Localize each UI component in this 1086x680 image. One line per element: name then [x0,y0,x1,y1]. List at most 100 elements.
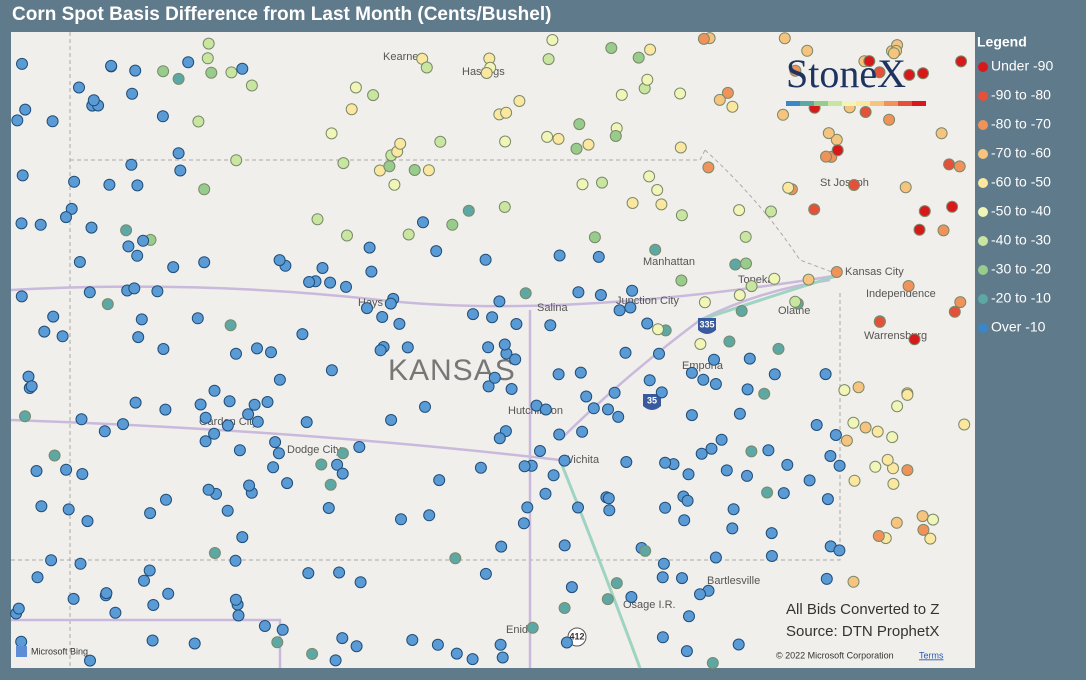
bid-point [829,429,842,441]
bid-point [572,286,585,299]
bid-point [198,256,211,269]
bid-point [830,266,843,278]
shield-label: 35 [647,395,657,405]
bid-point [917,67,929,80]
bid-point [383,160,396,173]
bid-point [16,57,28,70]
bid-point [151,285,164,298]
bid-point [651,184,664,196]
bid-point [735,305,748,317]
bid-point [572,501,584,514]
bid-point [406,634,419,646]
bid-point [125,158,138,171]
bid-point [903,68,916,81]
bid-point [367,89,380,102]
bid-point [694,588,706,601]
bid-point [205,66,218,79]
bid-point [15,290,28,303]
bid-point [336,447,349,460]
bid-point [675,274,688,287]
bid-point [924,532,937,545]
bid-point [98,425,111,438]
bid-point [225,66,238,79]
bid-point [521,501,534,514]
bid-point [652,323,664,336]
bid-point [172,147,185,160]
bid-point [955,55,968,68]
bid-point [733,407,746,420]
bid-point [345,103,358,116]
terms-link[interactable]: Terms [919,650,944,660]
bid-point [315,458,328,471]
bid-point [657,557,670,570]
bid-point [229,554,242,567]
bid-point [233,444,246,457]
bid-point [873,66,886,79]
bid-point [431,638,444,651]
bid-point [281,477,294,490]
legend-swatch [978,62,988,72]
bid-point [143,564,156,577]
bid-point [188,637,201,650]
bid-point [655,386,668,399]
bid-point [401,341,414,354]
legend-label: Over -10 [991,319,1046,335]
bid-point [208,547,221,559]
bid-point [609,130,622,142]
city-label: Wichita [563,454,600,466]
bid-point [493,432,506,445]
bid-point [122,240,135,253]
bid-point [105,59,118,72]
bid-point [674,141,687,154]
bid-point [68,175,81,188]
bid-point [192,115,205,128]
bid-point [602,492,615,505]
bid-point [495,540,508,553]
bid-point [132,331,145,344]
bid-point [603,504,616,517]
logo-stripe [870,101,884,106]
bid-point [613,304,626,317]
bid-point [765,550,778,562]
bid-point [333,566,346,579]
bid-point [741,383,754,396]
bid-point [258,620,271,632]
logo-stripe [800,101,814,106]
bid-point [778,32,791,45]
bid-point [363,241,376,254]
bid-point [518,460,531,473]
bid-point [953,160,966,173]
bid-point [819,368,832,381]
legend-swatch [978,323,988,333]
bid-point [639,544,652,557]
bid-point [374,344,387,357]
bid-point [632,51,645,64]
bid-point [265,346,277,359]
bid-point [350,640,363,653]
bid-point [81,515,94,528]
bid-point [913,223,926,236]
bid-point [198,183,211,196]
bid-point [73,81,85,94]
bid-point [801,44,814,57]
bid-point [482,380,495,393]
logo-stripe [828,101,842,106]
bid-point [552,368,565,381]
bid-point [296,328,309,341]
bid-point [322,502,335,514]
bid-point [480,67,493,79]
bid-point [727,503,740,516]
legend-label: -70 to -60 [991,145,1051,161]
title: Corn Spot Basis Difference from Last Mon… [12,4,551,25]
bid-point [553,249,566,262]
bid-point [643,170,656,183]
bid-point [126,87,139,100]
bid-point [708,353,720,366]
bid-point [808,203,821,216]
bid-point [901,388,914,401]
bid-point [273,254,286,267]
bid-point [519,287,532,300]
bid-point [659,456,672,469]
bid-point [859,421,872,434]
bid-point [803,474,816,487]
